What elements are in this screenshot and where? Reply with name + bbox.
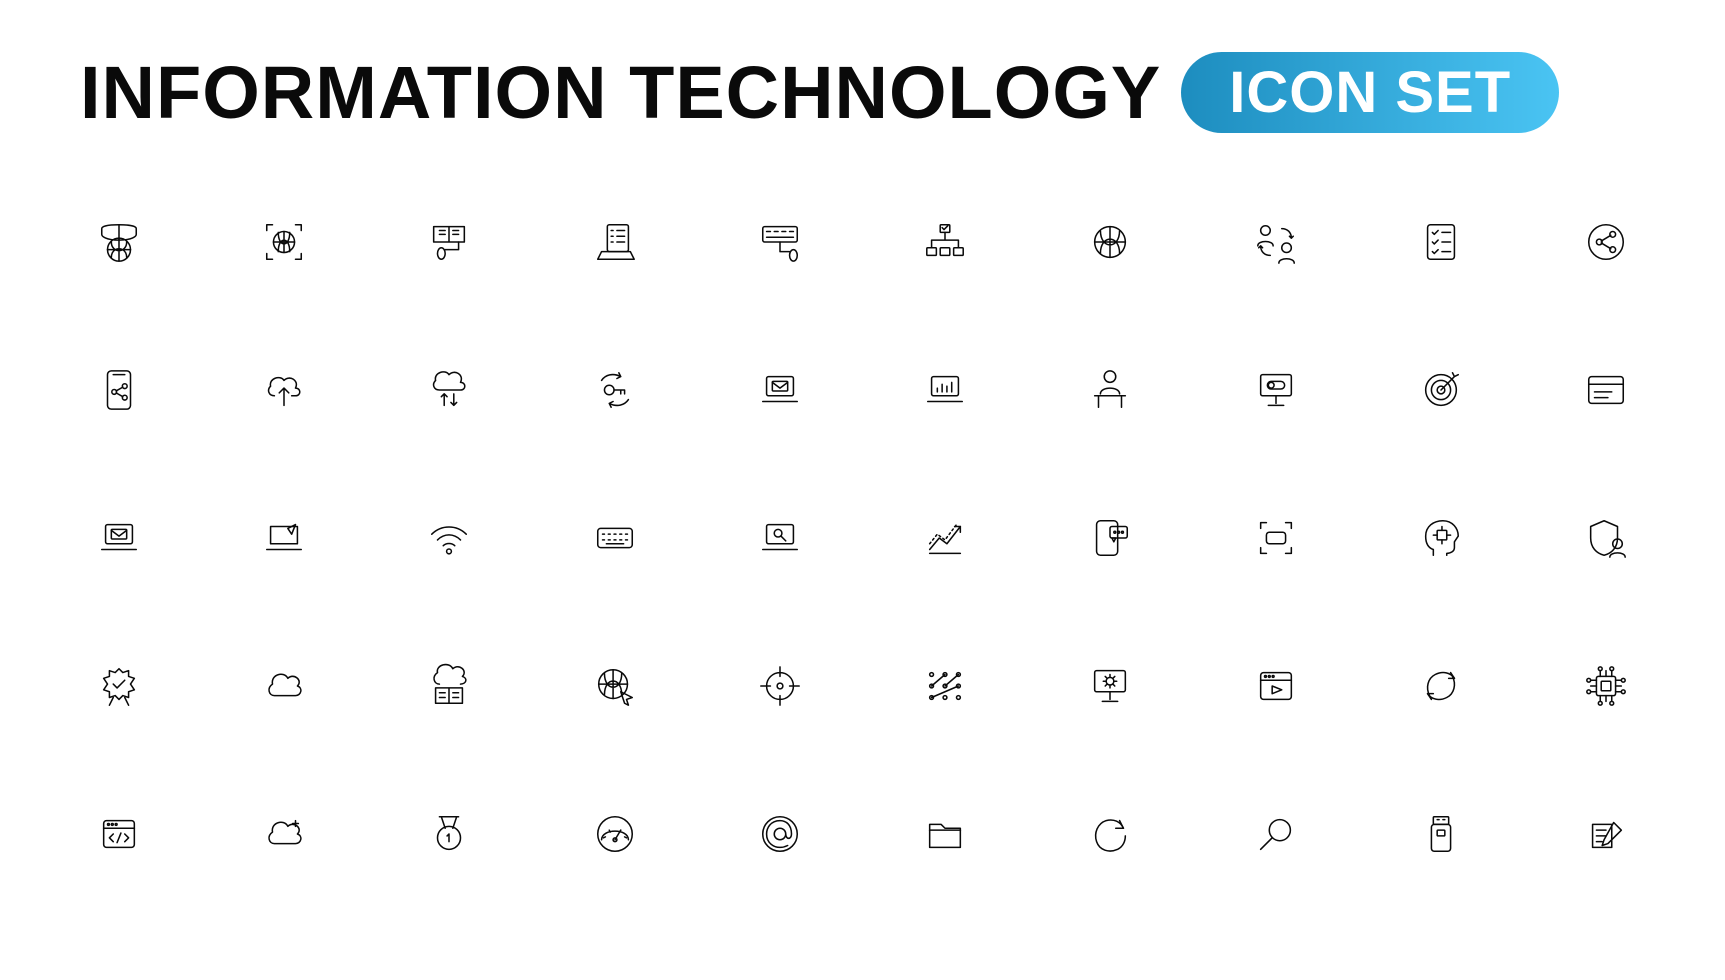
globe-book-icon	[92, 215, 146, 269]
monitor-gear-icon	[1083, 659, 1137, 713]
laptop-checklist-icon	[588, 215, 642, 269]
cloud-plus-icon	[257, 807, 311, 861]
laptop-mail-icon	[753, 363, 807, 417]
usb-drive-icon	[1414, 807, 1468, 861]
phone-share-icon	[92, 363, 146, 417]
share-circle-icon	[1579, 215, 1633, 269]
icon-row	[92, 807, 1633, 861]
shield-user-icon	[1579, 511, 1633, 565]
user-exchange-icon	[1249, 215, 1303, 269]
badge-check-icon	[92, 659, 146, 713]
browser-play-icon	[1249, 659, 1303, 713]
at-sign-icon	[753, 807, 807, 861]
reload-icon	[1083, 807, 1137, 861]
icon-row	[92, 363, 1633, 417]
monitor-toggle-icon	[1249, 363, 1303, 417]
key-rotate-icon	[588, 363, 642, 417]
icon-row	[92, 215, 1633, 269]
laptop-search-icon	[753, 511, 807, 565]
refresh-icon	[1414, 659, 1468, 713]
ebook-mouse-icon	[422, 215, 476, 269]
icon-set-page: INFORMATION TECHNOLOGY ICON SET	[0, 0, 1725, 980]
phone-message-icon	[1083, 511, 1137, 565]
browser-window-icon	[1579, 363, 1633, 417]
globe-scan-icon	[257, 215, 311, 269]
code-window-icon	[92, 807, 146, 861]
magnifier-icon	[1249, 807, 1303, 861]
globe-icon	[1083, 215, 1137, 269]
cpu-chip-icon	[1579, 659, 1633, 713]
wifi-icon	[422, 511, 476, 565]
network-nodes-icon	[918, 659, 972, 713]
header: INFORMATION TECHNOLOGY ICON SET	[80, 50, 1645, 135]
globe-cursor-icon	[588, 659, 642, 713]
icon-row	[92, 511, 1633, 565]
edit-note-icon	[1579, 807, 1633, 861]
keyboard-mouse-icon	[753, 215, 807, 269]
cloud-book-icon	[422, 659, 476, 713]
laptop-cursor-icon	[257, 511, 311, 565]
org-chart-check-icon	[918, 215, 972, 269]
cloud-icon	[257, 659, 311, 713]
user-desk-icon	[1083, 363, 1137, 417]
icon-grid	[80, 215, 1645, 861]
icon-row	[92, 659, 1633, 713]
badge-icon-set: ICON SET	[1181, 52, 1559, 134]
scan-frame-icon	[1249, 511, 1303, 565]
folder-icon	[918, 807, 972, 861]
medal-icon	[422, 807, 476, 861]
crosshair-icon	[753, 659, 807, 713]
keyboard-icon	[588, 511, 642, 565]
cloud-sync-arrows-icon	[422, 363, 476, 417]
cloud-upload-icon	[257, 363, 311, 417]
laptop-stats-icon	[918, 363, 972, 417]
laptop-mail-alt-icon	[92, 511, 146, 565]
head-chip-icon	[1414, 511, 1468, 565]
page-title: INFORMATION TECHNOLOGY	[80, 50, 1161, 135]
growth-chart-icon	[918, 511, 972, 565]
gauge-icon	[588, 807, 642, 861]
checklist-icon	[1414, 215, 1468, 269]
target-icon	[1414, 363, 1468, 417]
